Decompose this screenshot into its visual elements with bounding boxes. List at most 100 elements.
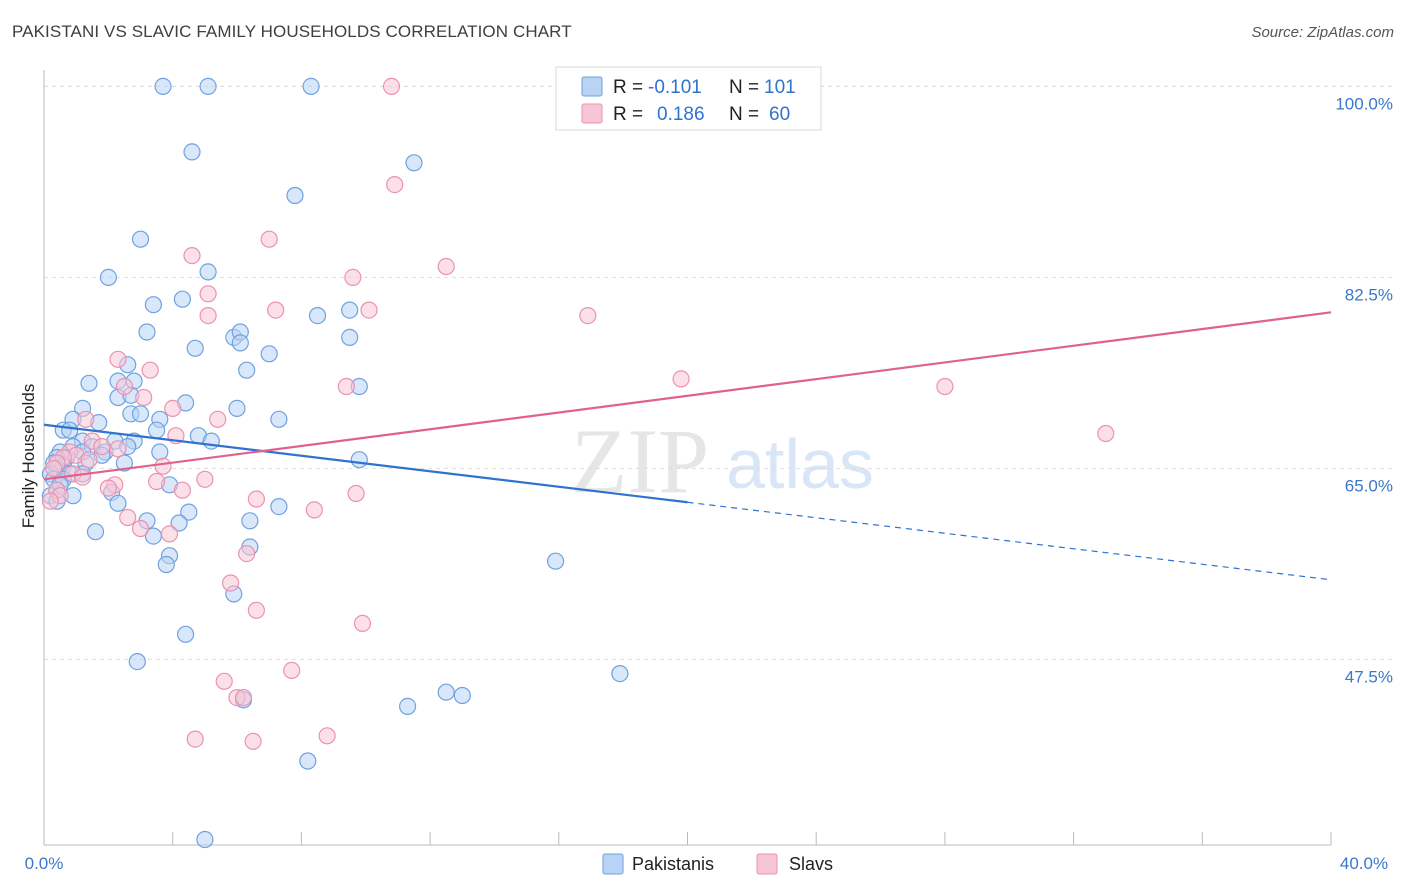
pakistani-point: [177, 625, 195, 643]
slav-point: [183, 247, 201, 265]
slav-point: [209, 410, 227, 428]
pakistani-point: [437, 683, 455, 701]
pakistani-point: [611, 664, 629, 683]
slav-point: [238, 544, 256, 563]
legend-n-value-pakistanis: 101: [764, 77, 796, 98]
series-slavs: [41, 77, 1115, 750]
slav-point: [109, 350, 127, 368]
slav-point: [119, 508, 137, 527]
pakistani-point: [173, 290, 191, 308]
chart-title: PAKISTANI VS SLAVIC FAMILY HOUSEHOLDS CO…: [12, 22, 572, 41]
pakistani-point: [341, 301, 359, 319]
slav-point: [135, 388, 153, 407]
slav-point: [173, 481, 191, 499]
pakistani-point: [546, 552, 565, 570]
slav-point: [318, 727, 336, 745]
pakistani-point: [299, 752, 317, 770]
pakistani-point: [128, 652, 146, 671]
slav-point: [154, 457, 172, 475]
slav-point: [199, 285, 217, 303]
pakistani-point: [180, 503, 198, 521]
legend-n-label-slavs: N =: [729, 104, 759, 125]
pakistani-point: [308, 307, 327, 325]
slav-point: [215, 672, 233, 690]
pakistani-point: [350, 451, 368, 469]
pakistani-point: [399, 697, 417, 716]
slav-point: [45, 459, 63, 477]
pakistanis-trend-line: [43, 423, 688, 504]
legend-n-value-slavs: 60: [769, 104, 790, 125]
slav-point: [437, 257, 455, 276]
bottom-legend-swatch-pakistanis: [602, 853, 624, 875]
pakistani-point: [115, 454, 134, 472]
bottom-legend-label-slavs: Slavs: [789, 854, 833, 874]
slav-point: [247, 490, 265, 508]
slav-point: [77, 410, 95, 428]
legend-swatch-pakistanis: [581, 76, 603, 97]
y-tick-label: 47.5%: [1345, 667, 1393, 686]
bottom-legend-swatch-slavs: [756, 853, 778, 875]
chart-source: Source: ZipAtlas.com: [1251, 24, 1394, 41]
series-legend: Pakistanis Slavs: [602, 853, 833, 875]
pakistani-point: [202, 432, 220, 450]
slav-point: [267, 301, 285, 319]
slav-point: [260, 230, 278, 248]
slav-point: [186, 730, 204, 748]
pakistani-point: [186, 339, 204, 357]
slav-point: [222, 574, 240, 592]
slav-point: [148, 472, 166, 491]
slav-point: [672, 370, 690, 388]
pakistani-point: [157, 555, 175, 574]
pakistani-point: [196, 830, 214, 849]
slav-point: [360, 301, 378, 319]
slav-point: [41, 492, 60, 510]
slav-point: [337, 377, 355, 396]
y-tick-label: 100.0%: [1335, 94, 1393, 113]
pakistani-point: [199, 263, 217, 281]
pakistani-point: [270, 410, 288, 428]
slav-point: [305, 501, 323, 519]
watermark-zip: ZIP: [571, 410, 709, 512]
slav-point: [382, 77, 401, 96]
slav-point: [164, 399, 182, 417]
slav-point: [244, 732, 262, 750]
pakistani-point: [183, 143, 201, 161]
legend-n-label-pakistanis: N =: [729, 77, 759, 98]
watermark-atlas: atlas: [726, 425, 874, 503]
y-tick-label: 82.5%: [1345, 285, 1393, 304]
trend-lines: [43, 311, 1332, 581]
legend-r-label-slavs: R =: [613, 104, 643, 125]
x-tick-label-min: 0.0%: [25, 854, 64, 873]
slav-point: [73, 468, 92, 486]
pakistani-point: [453, 686, 471, 705]
pakistani-point: [228, 399, 246, 417]
slav-point: [93, 438, 111, 456]
slav-point: [247, 601, 265, 619]
legend-r-value-pakistanis: -0.101: [648, 77, 702, 98]
watermark: ZIP atlas: [571, 410, 874, 512]
pakistani-point: [151, 443, 169, 461]
pakistani-point: [238, 361, 256, 379]
pakistani-point: [260, 345, 278, 363]
slav-point: [936, 377, 954, 396]
y-tick-label: 65.0%: [1345, 476, 1393, 495]
slav-point: [347, 484, 365, 503]
pakistani-point: [286, 186, 304, 205]
series-pakistanis: [41, 77, 629, 849]
pakistani-point: [131, 230, 150, 248]
pakistanis-trend-extension: [687, 501, 1332, 581]
pakistani-point: [302, 77, 320, 96]
x-ticks: [43, 832, 1332, 845]
pakistani-point: [154, 77, 172, 96]
x-tick-label-max: 40.0%: [1340, 854, 1388, 873]
pakistani-point: [270, 498, 288, 516]
slav-point: [386, 176, 404, 194]
bottom-legend-label-pakistanis: Pakistanis: [632, 854, 714, 874]
pakistani-point: [405, 154, 423, 172]
y-tick-labels: 47.5% 65.0% 82.5% 100.0%: [1335, 94, 1393, 686]
pakistani-point: [80, 374, 98, 392]
pakistani-point: [341, 328, 359, 346]
pakistani-point: [99, 268, 118, 286]
slav-point: [579, 307, 597, 325]
